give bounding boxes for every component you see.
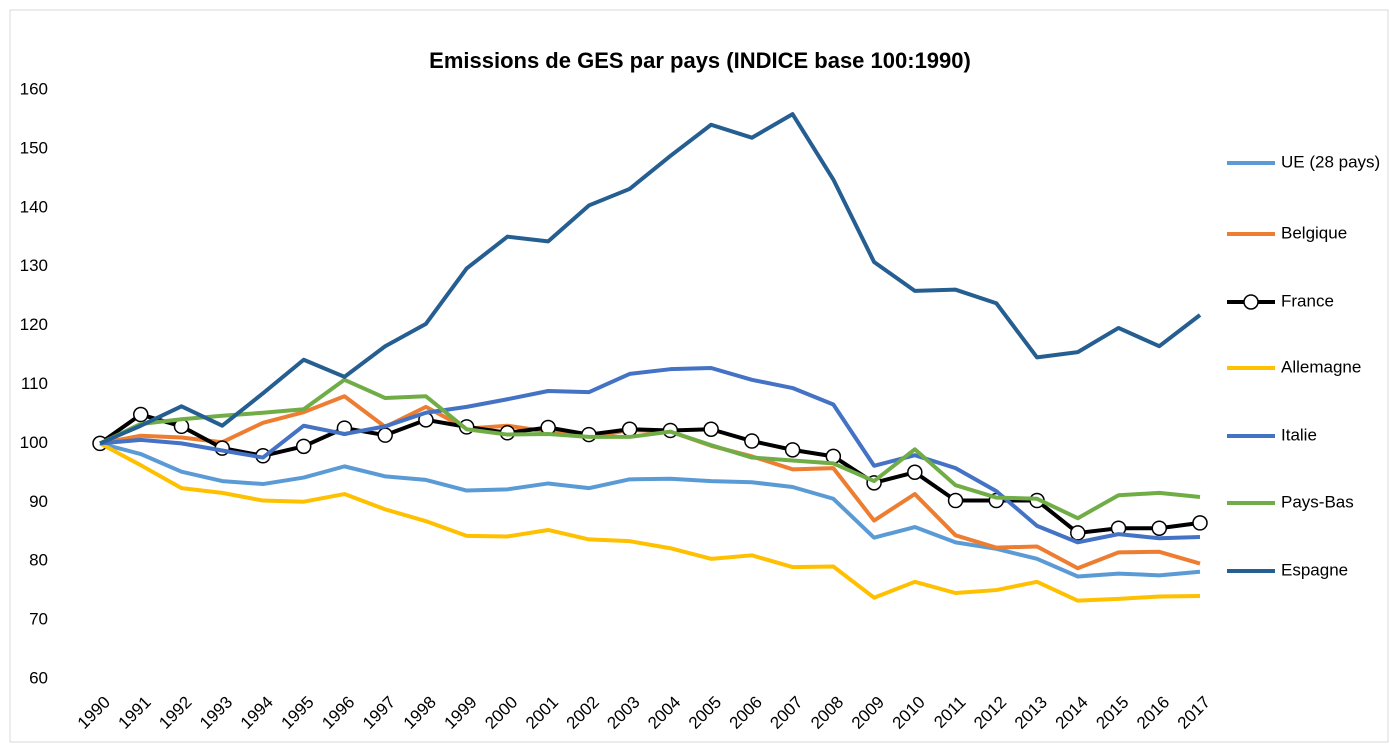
series-line <box>99 366 1201 545</box>
series-line <box>99 441 1201 579</box>
legend-label: Italie <box>1281 425 1317 444</box>
marker <box>377 427 393 443</box>
marker <box>907 464 923 481</box>
y-tick-label: 130 <box>20 256 48 275</box>
marker <box>784 442 801 458</box>
marker <box>1192 515 1208 531</box>
series-line <box>99 112 1202 446</box>
series-line <box>98 412 1201 535</box>
series-line <box>99 377 1201 521</box>
legend-label: Belgique <box>1281 223 1347 242</box>
marker <box>703 421 719 438</box>
marker <box>621 421 638 438</box>
y-tick-label: 160 <box>20 79 48 98</box>
marker <box>947 492 964 509</box>
legend-label: UE (28 pays) <box>1281 152 1380 171</box>
marker <box>1070 525 1086 541</box>
y-tick-label: 120 <box>20 315 48 334</box>
y-tick-label: 60 <box>29 668 48 687</box>
legend-label: Pays-Bas <box>1281 492 1354 511</box>
marker <box>744 433 760 449</box>
legend-marker <box>1243 294 1259 310</box>
legend-label: France <box>1281 291 1334 310</box>
marker <box>1151 520 1168 536</box>
legend-label: Espagne <box>1281 560 1348 579</box>
marker <box>132 406 149 423</box>
y-tick-label: 150 <box>20 138 48 157</box>
y-tick-label: 70 <box>29 610 48 629</box>
chart-border <box>9 9 1389 743</box>
y-tick-label: 140 <box>20 197 48 216</box>
y-tick-label: 110 <box>21 374 48 393</box>
series-line <box>99 441 1201 603</box>
marker <box>295 438 312 455</box>
y-tick-label: 80 <box>29 551 48 570</box>
y-tick-label: 90 <box>29 492 48 511</box>
chart-title: Emissions de GES par pays (INDICE base 1… <box>429 48 971 73</box>
y-tick-label: 100 <box>20 433 48 452</box>
legend-label: Allemagne <box>1281 357 1361 376</box>
